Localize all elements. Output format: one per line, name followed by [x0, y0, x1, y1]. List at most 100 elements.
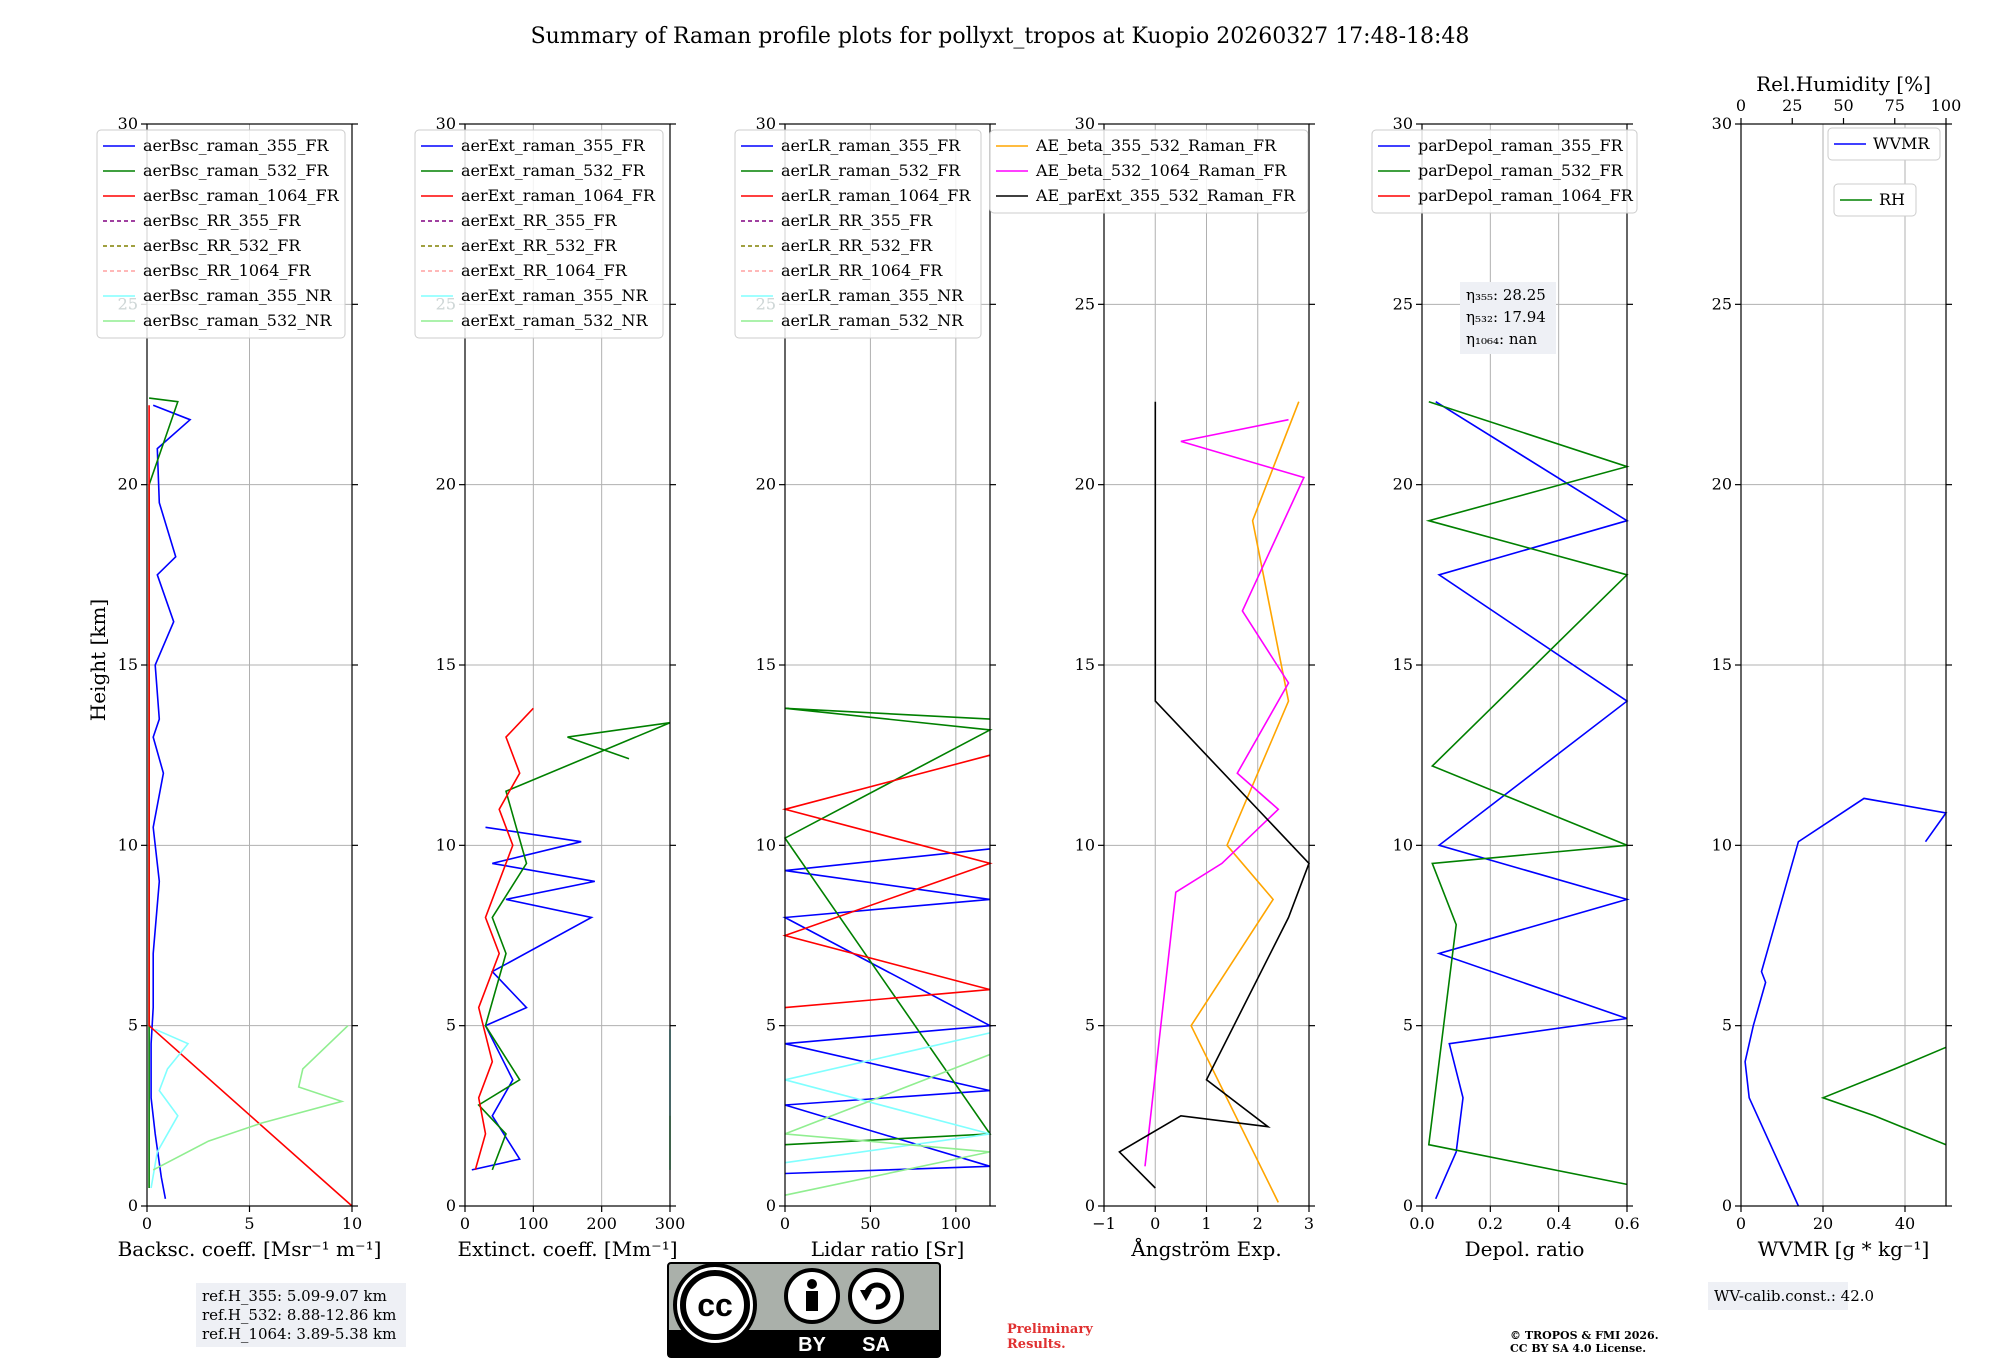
ytick-label: 0	[1403, 1196, 1413, 1215]
xtick-label: 0.4	[1546, 1214, 1571, 1233]
ytick-label: 5	[766, 1016, 776, 1035]
series-aerExt_raman_1064_FR	[474, 707, 534, 1171]
ytick-label: 30	[1393, 114, 1413, 133]
legend-label: aerExt_raman_355_FR	[461, 136, 646, 155]
ytick-label: 10	[1712, 835, 1732, 854]
top-xtick-label: 50	[1833, 96, 1853, 115]
legend-label: AE_beta_355_532_Raman_FR	[1035, 136, 1277, 155]
xtick-label: 0	[780, 1214, 790, 1233]
legend-label: aerLR_raman_355_NR	[781, 286, 964, 305]
ytick-label: 5	[1403, 1016, 1413, 1035]
panel-depol: 0 5 10 15 20 25 30 0.0 0.2 0.4 0.6 Depol. ratio parD…	[1371, 114, 1640, 1261]
legend-frame	[989, 129, 1309, 214]
legend-frame	[1827, 127, 1941, 161]
legend-label: aerExt_raman_355_NR	[461, 286, 649, 305]
ytick-label: 15	[1393, 655, 1413, 674]
series-WVMR	[1744, 797, 1948, 1207]
ytick-label: 0	[128, 1196, 138, 1215]
refh-1064: ref.H_1064: 3.89-5.38 km	[202, 1325, 396, 1343]
preliminary-line-2: Results.	[1007, 1337, 1066, 1352]
ytick-label: 20	[1075, 475, 1095, 494]
series-aerLR_raman_532_NR	[784, 1053, 991, 1196]
ytick-label: 5	[128, 1016, 138, 1035]
ytick-label: 25	[1712, 294, 1732, 313]
eta-box: η₃₅₅: 28.25 η₅₃₂: 17.94 η₁₀₆₄: nan	[1460, 282, 1556, 354]
x-axis-label: Backsc. coeff. [Msr⁻¹ m⁻¹]	[118, 1237, 382, 1261]
faint-tick-label: 25	[118, 294, 138, 313]
series-aerLR_raman_355_FR	[782, 848, 993, 1175]
legend-label: aerBsc_RR_532_FR	[143, 236, 301, 255]
ytick-label: 15	[436, 655, 456, 674]
legend-label: RH	[1879, 190, 1905, 209]
legend-label: aerLR_raman_355_FR	[781, 136, 961, 155]
eta-value: η₁₀₆₄: nan	[1466, 330, 1537, 348]
cc-by-label: BY	[798, 1334, 826, 1356]
xtick-label: 0.6	[1614, 1214, 1639, 1233]
ytick-label: 5	[446, 1016, 456, 1035]
ytick-label: 30	[1712, 114, 1732, 133]
series-AE_beta_355_532_Raman_FR	[1190, 401, 1300, 1203]
ytick-label: 0	[1722, 1196, 1732, 1215]
xtick-label: 0	[460, 1214, 470, 1233]
faint-tick-label: 25	[436, 294, 456, 313]
legend-depol: parDepol_raman_355_FR parDepol_raman_532_…	[1371, 129, 1638, 214]
legend-frame	[734, 129, 982, 339]
ytick-label: 10	[1393, 835, 1413, 854]
ytick-label: 15	[118, 655, 138, 674]
series-RH	[1820, 1046, 1947, 1146]
x-axis-label: WVMR [g * kg⁻¹]	[1758, 1237, 1930, 1261]
legend-label: aerBsc_RR_355_FR	[143, 211, 301, 230]
cc-sa-label: SA	[862, 1334, 890, 1356]
series-aerBsc_raman_355_NR	[150, 1028, 190, 1189]
xtick-label: −1	[1092, 1214, 1116, 1233]
legend-ae: AE_beta_355_532_Raman_FR AE_beta_532_1064…	[989, 129, 1309, 214]
series-parDepol_raman_532_FR	[1425, 400, 1630, 1186]
legend-frame	[1371, 129, 1638, 214]
x-axis-label: Ångström Exp.	[1130, 1236, 1281, 1261]
xtick-label: 0	[1150, 1214, 1160, 1233]
sa-share-icon	[848, 1268, 904, 1324]
xtick-label: 100	[518, 1214, 549, 1233]
series-aerBsc_raman_355_FR	[150, 404, 192, 1199]
wv-calib-text: WV-calib.const.: 42.0	[1714, 1287, 1874, 1305]
legend-label: aerBsc_raman_532_NR	[143, 311, 332, 330]
ytick-label: 20	[118, 475, 138, 494]
figure-title: Summary of Raman profile plots for polly…	[531, 24, 1470, 49]
legend-label: aerBsc_raman_355_FR	[143, 136, 329, 155]
legend-frame	[96, 129, 346, 339]
reference-height-box: ref.H_355: 5.09-9.07 km ref.H_532: 8.88-…	[196, 1283, 406, 1347]
eta-value: η₅₃₂: 17.94	[1466, 308, 1546, 326]
ytick-label: 20	[756, 475, 776, 494]
x-axis-label: Extinct. coeff. [Mm⁻¹]	[457, 1237, 677, 1261]
legend-label: aerLR_RR_532_FR	[781, 236, 933, 255]
xtick-label: 1	[1201, 1214, 1211, 1233]
xtick-label: 0	[142, 1214, 152, 1233]
legend-frame	[414, 129, 664, 339]
legend-label: aerLR_RR_1064_FR	[781, 261, 943, 280]
legend-label: aerLR_raman_532_NR	[781, 311, 964, 330]
legend-label: parDepol_raman_1064_FR	[1418, 186, 1634, 205]
ytick-label: 0	[766, 1196, 776, 1215]
legend-label: aerExt_RR_1064_FR	[461, 261, 628, 280]
x-axis-label: Lidar ratio [Sr]	[811, 1237, 965, 1261]
xtick-label: 200	[586, 1214, 617, 1233]
ytick-label: 15	[756, 655, 776, 674]
copyright-line-1: © TROPOS & FMI 2026.	[1510, 1329, 1659, 1342]
ytick-label: 25	[1075, 294, 1095, 313]
legend-label: aerBsc_raman_532_FR	[143, 161, 329, 180]
legend-wvmr: WVMR	[1827, 127, 1941, 161]
legend-label: AE_beta_532_1064_Raman_FR	[1035, 161, 1287, 180]
legend-label: aerExt_RR_355_FR	[461, 211, 618, 230]
xtick-label: 3	[1304, 1214, 1314, 1233]
legend-rh: RH	[1833, 183, 1917, 217]
eta-frame	[1460, 282, 1556, 354]
wv-calib-box: WV-calib.const.: 42.0	[1708, 1282, 1874, 1310]
ytick-label: 10	[756, 835, 776, 854]
series-aerBsc_raman_1064_FR	[148, 405, 353, 1207]
series-aerLR_raman_532_FR	[783, 707, 993, 1146]
ytick-label: 10	[118, 835, 138, 854]
legend-label: aerExt_RR_532_FR	[461, 236, 618, 255]
legend-label: parDepol_raman_355_FR	[1418, 136, 1624, 155]
x-axis-label: Depol. ratio	[1465, 1237, 1585, 1261]
